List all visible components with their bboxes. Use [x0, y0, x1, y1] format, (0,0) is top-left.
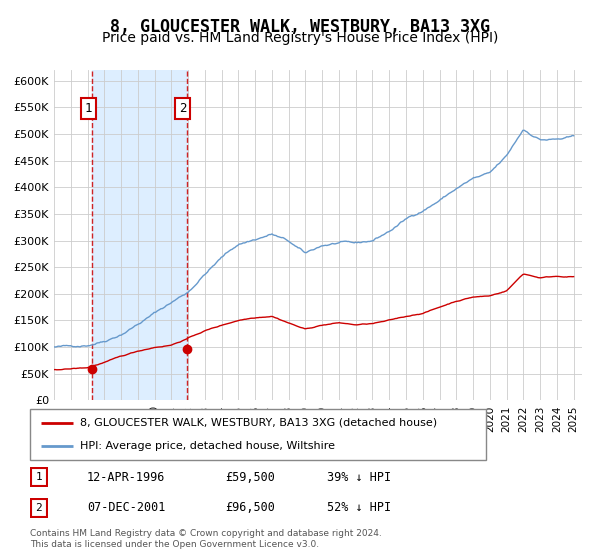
Text: 2: 2 [179, 102, 187, 115]
Text: 1: 1 [84, 102, 92, 115]
Text: £59,500: £59,500 [225, 470, 275, 484]
Text: £96,500: £96,500 [225, 501, 275, 515]
Bar [578, 70, 582, 400]
Text: 8, GLOUCESTER WALK, WESTBURY, BA13 3XG: 8, GLOUCESTER WALK, WESTBURY, BA13 3XG [110, 18, 490, 36]
FancyBboxPatch shape [31, 468, 47, 486]
Text: 52% ↓ HPI: 52% ↓ HPI [327, 501, 391, 515]
FancyBboxPatch shape [31, 499, 47, 517]
Text: 39% ↓ HPI: 39% ↓ HPI [327, 470, 391, 484]
Text: 07-DEC-2001: 07-DEC-2001 [87, 501, 166, 515]
Text: 2: 2 [35, 503, 43, 513]
Text: Contains HM Land Registry data © Crown copyright and database right 2024.
This d: Contains HM Land Registry data © Crown c… [30, 529, 382, 549]
Text: Price paid vs. HM Land Registry's House Price Index (HPI): Price paid vs. HM Land Registry's House … [102, 31, 498, 45]
Bar [92, 70, 187, 400]
FancyBboxPatch shape [30, 409, 486, 460]
Text: 12-APR-1996: 12-APR-1996 [87, 470, 166, 484]
Text: HPI: Average price, detached house, Wiltshire: HPI: Average price, detached house, Wilt… [80, 441, 335, 451]
Text: 1: 1 [35, 472, 43, 482]
Text: 8, GLOUCESTER WALK, WESTBURY, BA13 3XG (detached house): 8, GLOUCESTER WALK, WESTBURY, BA13 3XG (… [80, 418, 437, 428]
Bar [54, 70, 58, 400]
